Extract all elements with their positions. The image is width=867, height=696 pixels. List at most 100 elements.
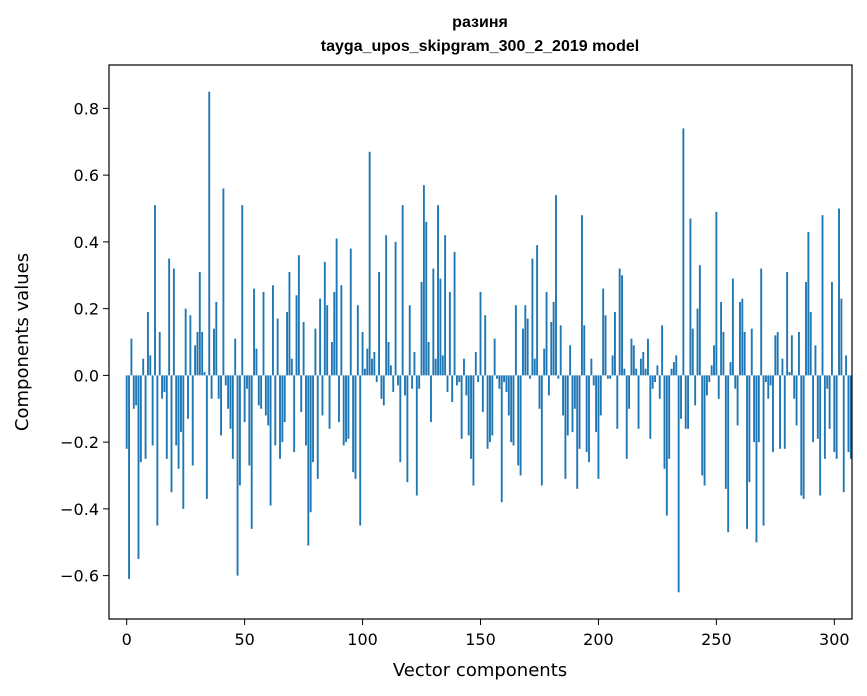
bar [498, 375, 501, 389]
bar [606, 375, 609, 379]
bar [590, 358, 593, 376]
bar [335, 238, 338, 376]
bar [609, 375, 612, 379]
bar [328, 375, 331, 429]
bar [314, 328, 317, 376]
bar [710, 365, 713, 376]
bar [807, 231, 810, 376]
y-tick-label: 0.6 [74, 166, 99, 185]
bar-series [125, 91, 852, 593]
x-tick-label: 50 [234, 630, 254, 649]
bar [224, 375, 227, 386]
x-tick-label: 0 [122, 630, 132, 649]
bar [446, 375, 449, 393]
bar [470, 375, 473, 459]
bar [474, 352, 477, 376]
bar [691, 328, 694, 376]
bar [571, 375, 574, 433]
bar [288, 271, 291, 376]
x-tick-label: 200 [583, 630, 614, 649]
bar [823, 375, 826, 459]
bar [458, 375, 461, 383]
bar [493, 338, 496, 376]
bar [467, 375, 470, 436]
bar [522, 328, 524, 376]
bar [670, 368, 673, 376]
bar [814, 345, 817, 376]
bar [630, 338, 633, 376]
y-tick-label: 0.8 [74, 99, 99, 118]
bar [408, 305, 411, 376]
bar [246, 375, 248, 389]
bar [512, 375, 515, 446]
bar [769, 375, 772, 386]
bar [557, 375, 560, 379]
bar [439, 278, 442, 376]
bar [573, 375, 576, 409]
bar [227, 375, 230, 409]
bar [406, 375, 409, 483]
bar [479, 291, 482, 376]
bar [505, 375, 508, 393]
bar [524, 305, 527, 376]
bar [569, 345, 572, 376]
bar [739, 301, 741, 376]
bar [276, 318, 279, 376]
bar [543, 348, 546, 376]
bar [448, 291, 451, 376]
bar [427, 342, 430, 376]
bar [510, 375, 513, 443]
bar [675, 355, 678, 376]
bar [220, 375, 222, 436]
bar [380, 375, 383, 399]
bar [668, 375, 671, 459]
bar [189, 315, 192, 376]
bar [642, 352, 645, 376]
bar [165, 375, 168, 459]
bar [297, 255, 300, 376]
bar [795, 375, 798, 426]
bar [451, 375, 454, 403]
bar [271, 285, 274, 376]
x-tick-label: 300 [819, 630, 850, 649]
bar [576, 375, 579, 489]
bar [840, 298, 843, 376]
bar [831, 281, 833, 376]
bar [425, 221, 428, 376]
bar [566, 375, 569, 436]
bar [816, 375, 819, 439]
bar [654, 375, 656, 383]
bar [731, 278, 734, 376]
bar [137, 375, 140, 559]
bar [677, 375, 680, 593]
bar [488, 375, 491, 443]
bar [663, 375, 666, 469]
bar [135, 375, 138, 406]
bar [682, 128, 685, 376]
bar [345, 375, 347, 443]
bar [833, 375, 836, 453]
bar [696, 308, 699, 376]
bar [585, 375, 588, 453]
bar [762, 375, 765, 526]
bar [422, 185, 425, 376]
bar [333, 291, 336, 376]
bar [805, 281, 807, 376]
bar [444, 235, 447, 376]
bar [411, 375, 414, 389]
bar [158, 331, 161, 376]
bar [347, 375, 350, 439]
bar [526, 318, 529, 376]
bar [802, 375, 805, 499]
bar [175, 375, 178, 446]
bar [637, 375, 640, 429]
bar [715, 211, 718, 376]
bar [182, 375, 185, 509]
bar [632, 345, 635, 376]
bar [170, 375, 173, 493]
bar [260, 375, 263, 409]
bar [283, 375, 286, 423]
bar [342, 375, 345, 446]
bar [139, 375, 142, 463]
bar [465, 375, 468, 396]
